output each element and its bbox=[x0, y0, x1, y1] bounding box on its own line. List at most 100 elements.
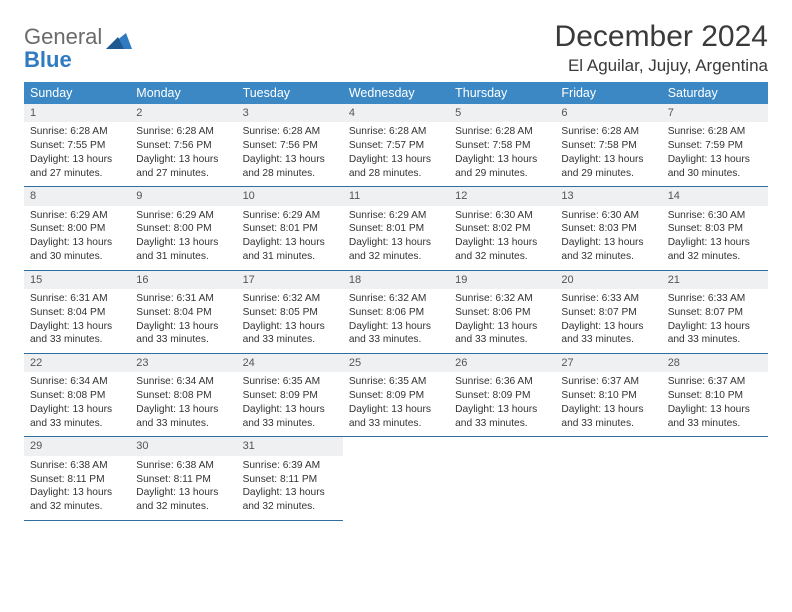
sunrise-line: Sunrise: 6:28 AM bbox=[349, 126, 427, 137]
day-number: 29 bbox=[24, 437, 130, 455]
day-info: Sunrise: 6:29 AMSunset: 8:00 PMDaylight:… bbox=[24, 206, 130, 270]
day-info: Sunrise: 6:35 AMSunset: 8:09 PMDaylight:… bbox=[343, 372, 449, 436]
day-number: 22 bbox=[24, 354, 130, 372]
header: General Blue December 2024 El Aguilar, J… bbox=[24, 20, 768, 76]
sunrise-line: Sunrise: 6:28 AM bbox=[30, 126, 108, 137]
day-info: Sunrise: 6:38 AM Sunset: 8:11 PM Daylight:… bbox=[130, 456, 236, 520]
daylight-line: Daylight: 13 hours and 33 minutes. bbox=[30, 404, 112, 429]
day-info: Sunrise: 6:32 AMSunset: 8:06 PMDaylight:… bbox=[343, 289, 449, 353]
day-info: Sunrise: 6:28 AMSunset: 7:55 PMDaylight:… bbox=[24, 122, 130, 186]
calendar-day-cell: 10Sunrise: 6:29 AMSunset: 8:01 PMDayligh… bbox=[237, 187, 343, 270]
sunset-line: Sunset: 8:11 PM bbox=[243, 474, 318, 485]
day-number: 13 bbox=[555, 187, 661, 205]
sunrise-line: Sunrise: 6:32 AM bbox=[455, 293, 533, 304]
daylight-line: Daylight: 13 hours and 32 minutes. bbox=[349, 237, 431, 262]
day-number: 10 bbox=[237, 187, 343, 205]
day-number: 19 bbox=[449, 271, 555, 289]
day-number: 23 bbox=[130, 354, 236, 372]
sunset-line: Sunset: 8:08 PM bbox=[30, 390, 105, 401]
daylight-line: Daylight: 13 hours and 31 minutes. bbox=[136, 237, 218, 262]
day-info: Sunrise: 6:28 AMSunset: 7:57 PMDaylight:… bbox=[343, 122, 449, 186]
day-info: Sunrise: 6:38 AMSunset: 8:11 PMDaylight:… bbox=[24, 456, 130, 520]
daylight-line: Daylight: 13 hours and 33 minutes. bbox=[136, 404, 218, 429]
day-number: 4 bbox=[343, 104, 449, 122]
sunrise-line: Sunrise: 6:31 AM bbox=[136, 293, 214, 304]
logo-word2: Blue bbox=[24, 47, 72, 72]
day-number: 27 bbox=[555, 354, 661, 372]
calendar-day-cell: .. bbox=[343, 437, 449, 520]
day-number: 6 bbox=[555, 104, 661, 122]
calendar-day-cell: 30Sunrise: 6:38 AMSunset: 8:11 PMDayligh… bbox=[130, 437, 236, 520]
day-info: Sunrise: 6:34 AMSunset: 8:08 PMDaylight:… bbox=[24, 372, 130, 436]
daylight-line: Daylight: 13 hours and 32 minutes. bbox=[136, 487, 218, 512]
day-number: 28 bbox=[662, 354, 768, 372]
sunrise-line: Sunrise: 6:38 AM bbox=[30, 460, 108, 471]
calendar-day-cell: 18Sunrise: 6:32 AMSunset: 8:06 PMDayligh… bbox=[343, 270, 449, 353]
day-number: 14 bbox=[662, 187, 768, 205]
calendar-day-cell: 8Sunrise: 6:29 AMSunset: 8:00 PMDaylight… bbox=[24, 187, 130, 270]
daylight-line: Daylight: 13 hours and 32 minutes. bbox=[455, 237, 537, 262]
daylight-line: Daylight: 13 hours and 33 minutes. bbox=[243, 404, 325, 429]
page-title: December 2024 bbox=[555, 20, 768, 54]
daylight-line: Daylight: 13 hours and 30 minutes. bbox=[668, 154, 750, 179]
calendar-day-cell: .. bbox=[662, 437, 768, 520]
sunrise-line: Sunrise: 6:29 AM bbox=[136, 210, 214, 221]
sunrise-line: Sunrise: 6:30 AM bbox=[561, 210, 639, 221]
sunset-line: Sunset: 8:03 PM bbox=[561, 223, 636, 234]
logo: General Blue bbox=[24, 26, 132, 72]
day-info: Sunrise: 6:39 AMSunset: 8:11 PMDaylight:… bbox=[237, 456, 343, 520]
calendar-day-cell: 14Sunrise: 6:30 AMSunset: 8:03 PMDayligh… bbox=[662, 187, 768, 270]
sunset-line: Sunset: 8:11 PM bbox=[136, 474, 211, 485]
daylight-line: Daylight: 13 hours and 33 minutes. bbox=[455, 321, 537, 346]
weekday-header: Sunday bbox=[24, 82, 130, 104]
weekday-header: Wednesday bbox=[343, 82, 449, 104]
sunset-line: Sunset: 7:58 PM bbox=[455, 140, 530, 151]
day-number: 8 bbox=[24, 187, 130, 205]
sunrise-line: Sunrise: 6:38 AM bbox=[136, 460, 214, 471]
day-number: 3 bbox=[237, 104, 343, 122]
calendar-day-cell: 11Sunrise: 6:29 AMSunset: 8:01 PMDayligh… bbox=[343, 187, 449, 270]
day-info: Sunrise: 6:28 AMSunset: 7:56 PMDaylight:… bbox=[237, 122, 343, 186]
calendar-day-cell: 27Sunrise: 6:37 AMSunset: 8:10 PMDayligh… bbox=[555, 354, 661, 437]
day-info: Sunrise: 6:31 AMSunset: 8:04 PMDaylight:… bbox=[24, 289, 130, 353]
day-info: Sunrise: 6:37 AMSunset: 8:10 PMDaylight:… bbox=[662, 372, 768, 436]
calendar-day-cell: 9Sunrise: 6:29 AMSunset: 8:00 PMDaylight… bbox=[130, 187, 236, 270]
calendar-day-cell: 24Sunrise: 6:35 AMSunset: 8:09 PMDayligh… bbox=[237, 354, 343, 437]
sunset-line: Sunset: 7:56 PM bbox=[243, 140, 318, 151]
day-number: 2 bbox=[130, 104, 236, 122]
calendar-week-row: 29 Sunrise: 6:38 AM Sunset: 8:11 PM Dayligh… bbox=[24, 437, 768, 520]
daylight-line: Daylight: 13 hours and 33 minutes. bbox=[30, 321, 112, 346]
sunset-line: Sunset: 8:02 PM bbox=[455, 223, 530, 234]
sunrise-line: Sunrise: 6:36 AM bbox=[455, 376, 533, 387]
day-info: Sunrise: 6:35 AMSunset: 8:09 PMDaylight:… bbox=[237, 372, 343, 436]
sunset-line: Sunset: 7:59 PM bbox=[668, 140, 743, 151]
day-number: 25 bbox=[343, 354, 449, 372]
daylight-line: Daylight: 13 hours and 33 minutes. bbox=[561, 321, 643, 346]
sunrise-line: Sunrise: 6:34 AM bbox=[136, 376, 214, 387]
sunset-line: Sunset: 8:07 PM bbox=[561, 307, 636, 318]
daylight-line: Daylight: 13 hours and 28 minutes. bbox=[243, 154, 325, 179]
daylight-line: Daylight: 13 hours and 33 minutes. bbox=[349, 404, 431, 429]
calendar-day-cell: 20Sunrise: 6:33 AMSunset: 8:07 PMDayligh… bbox=[555, 270, 661, 353]
day-number: 16 bbox=[130, 271, 236, 289]
sunrise-line: Sunrise: 6:37 AM bbox=[668, 376, 746, 387]
day-number: 21 bbox=[662, 271, 768, 289]
sunrise-line: Sunrise: 6:31 AM bbox=[30, 293, 108, 304]
day-number: 15 bbox=[24, 271, 130, 289]
sunset-line: Sunset: 8:06 PM bbox=[349, 307, 424, 318]
calendar-day-cell: 21Sunrise: 6:33 AMSunset: 8:07 PMDayligh… bbox=[662, 270, 768, 353]
calendar-table: SundayMondayTuesdayWednesdayThursdayFrid… bbox=[24, 82, 768, 521]
sunrise-line: Sunrise: 6:28 AM bbox=[455, 126, 533, 137]
day-number: 12 bbox=[449, 187, 555, 205]
sunrise-line: Sunrise: 6:28 AM bbox=[668, 126, 746, 137]
sunset-line: Sunset: 8:05 PM bbox=[243, 307, 318, 318]
calendar-week-row: 8Sunrise: 6:29 AMSunset: 8:00 PMDaylight… bbox=[24, 187, 768, 270]
sunset-line: Sunset: 8:09 PM bbox=[349, 390, 424, 401]
day-number: 20 bbox=[555, 271, 661, 289]
day-number: 11 bbox=[343, 187, 449, 205]
calendar-day-cell: .. bbox=[449, 437, 555, 520]
calendar-day-cell: 25Sunrise: 6:35 AMSunset: 8:09 PMDayligh… bbox=[343, 354, 449, 437]
calendar-day-cell: 19Sunrise: 6:32 AMSunset: 8:06 PMDayligh… bbox=[449, 270, 555, 353]
calendar-week-row: 22Sunrise: 6:34 AMSunset: 8:08 PMDayligh… bbox=[24, 354, 768, 437]
daylight-line: Daylight: 13 hours and 30 minutes. bbox=[30, 237, 112, 262]
